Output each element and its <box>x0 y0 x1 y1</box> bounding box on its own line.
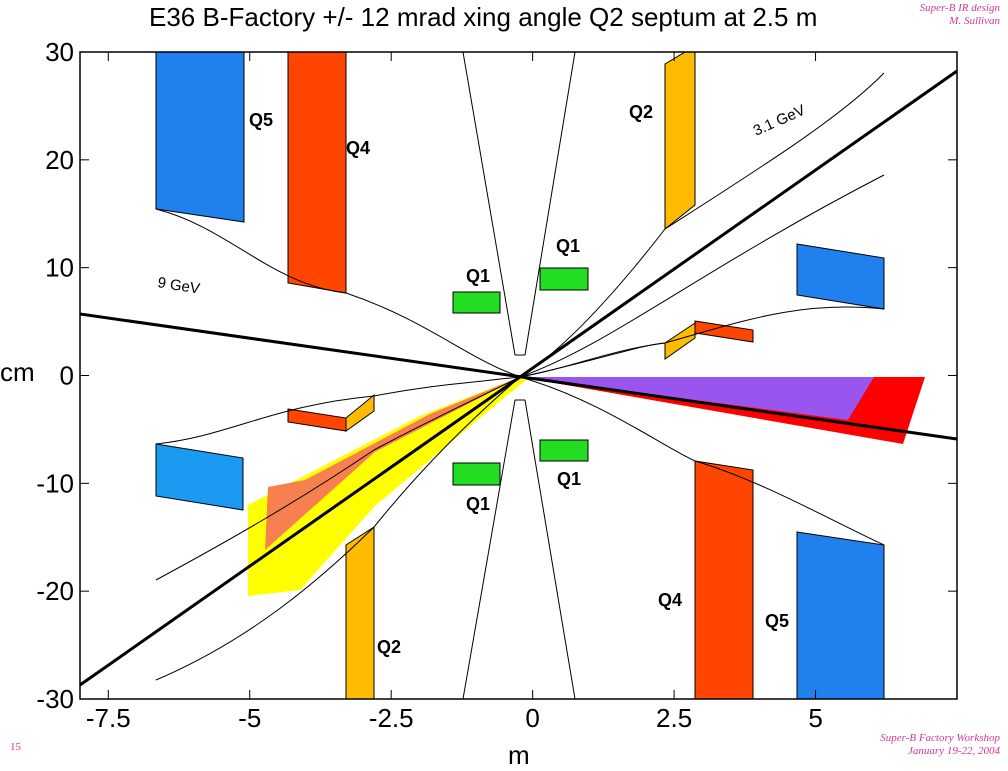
q2-left-small-magnet <box>345 393 375 432</box>
y-tick-label: 20 <box>45 145 74 175</box>
y-tick-label: 10 <box>45 253 74 283</box>
envelope-31gev-left-lower-2 <box>155 376 521 681</box>
envelope-31gev-upper <box>519 72 885 378</box>
q1-cone-upper-right <box>524 52 576 356</box>
label-31gev: 3.1 GeV <box>751 102 808 140</box>
beam-stay-clear-lines <box>155 52 885 699</box>
credit-top: Super-B IR design M. Sullivan <box>920 2 1000 28</box>
y-tick-label: -20 <box>36 576 74 606</box>
q2-right-small-magnet <box>664 322 696 360</box>
q1-cone-lower-right <box>524 399 576 699</box>
q1-upper-left-magnet <box>452 291 501 314</box>
q4-lower-right-magnet <box>694 460 754 699</box>
label-q4-top: Q4 <box>346 138 370 158</box>
label-q1-lower-right: Q1 <box>557 469 581 489</box>
y-tick-label: -30 <box>36 684 74 714</box>
label-q1-lower-left: Q1 <box>466 494 490 514</box>
x-tick-label: -2.5 <box>369 703 414 733</box>
credit-top-line-1: Super-B IR design <box>919 2 1000 14</box>
envelope-9gev-upper <box>155 208 521 378</box>
label-9gev: 9 GeV <box>156 274 201 297</box>
label-q5-bottom: Q5 <box>765 611 789 631</box>
envelope-9gev-right-lower <box>519 376 885 546</box>
q1-lower-right-magnet <box>539 439 589 462</box>
q5-lower-right-magnet <box>796 531 885 699</box>
q5-left-magnet <box>155 443 244 511</box>
y-axis-label: cm <box>0 357 35 387</box>
credit-bottom: Super-B Factory Workshop January 19-22, … <box>880 732 1000 758</box>
q5-right-magnet <box>796 243 885 310</box>
x-tick-label: 5 <box>808 703 822 733</box>
label-q1-upper-left: Q1 <box>466 266 490 286</box>
credit-bottom-line-2: January 19-22, 2004 <box>908 745 1000 757</box>
label-q4-bottom: Q4 <box>658 590 682 610</box>
credit-bottom-line-1: Super-B Factory Workshop <box>880 732 1000 744</box>
beam-line-31gev <box>80 69 957 687</box>
radiation-fan-yellow <box>248 377 530 596</box>
q2-upper-right-magnet <box>664 52 696 231</box>
x-tick-label: 2.5 <box>656 703 692 733</box>
x-tick-label: -5 <box>238 703 261 733</box>
envelope-9gev-right-upper <box>519 342 666 378</box>
label-q5-top: Q5 <box>249 110 273 130</box>
envelope-31gev-left-lower <box>155 376 521 581</box>
y-tick-label: 30 <box>45 37 74 67</box>
x-tick-label: -7.5 <box>86 703 131 733</box>
q1-cone-upper-left <box>462 52 516 356</box>
slide-title: E36 B-Factory +/- 12 mrad xing angle Q2 … <box>149 2 818 32</box>
label-q2-top: Q2 <box>629 102 653 122</box>
q5-upper-left-magnet <box>155 52 245 223</box>
q1-cone-lower-left <box>462 399 516 699</box>
radiation-fan-purple <box>520 377 874 420</box>
plot-content: Q5 Q4 Q2 Q1 Q1 Q1 Q1 Q2 Q4 Q5 9 GeV 3.1 … <box>80 52 957 699</box>
x-axis-label: m <box>508 740 530 770</box>
y-tick-label: -10 <box>36 468 74 498</box>
q1-lower-left-magnet <box>452 462 501 486</box>
q1-upper-right-magnet <box>539 267 589 291</box>
envelope-31gev-lower <box>519 306 885 378</box>
q2-lower-left-magnet <box>345 526 375 699</box>
y-tick-label: 0 <box>60 361 74 391</box>
envelope-9gev-lower <box>155 376 521 445</box>
credit-top-line-2: M. Sullivan <box>949 15 1000 27</box>
q4-upper-left-magnet <box>287 52 347 294</box>
x-tick-label: 0 <box>525 703 539 733</box>
q4-left-small-magnet <box>287 408 347 432</box>
label-q2-bottom: Q2 <box>377 637 401 657</box>
label-q1-upper-right: Q1 <box>556 236 580 256</box>
axis-ticks: -7.5 -5 -2.5 0 2.5 5 30 20 10 0 -10 -20 -30 <box>36 37 957 733</box>
page-number: 15 <box>10 741 21 753</box>
envelope-31gev-right-upper <box>519 174 885 378</box>
